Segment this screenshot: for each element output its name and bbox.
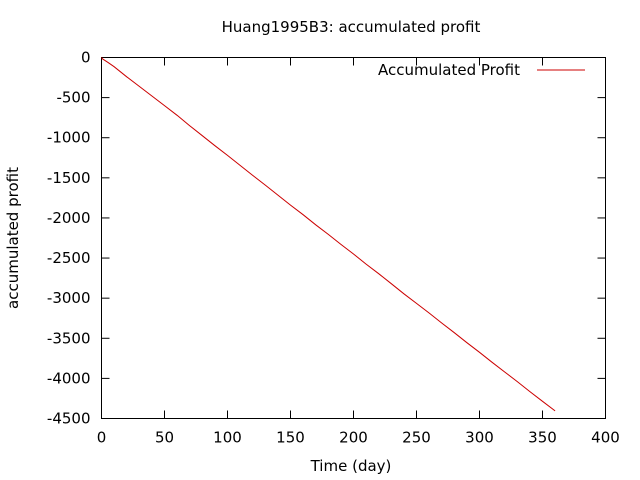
x-axis-label: Time (day) (310, 457, 392, 475)
x-tick-label: 200 (339, 429, 368, 447)
y-tick-label: 0 (81, 49, 91, 67)
y-tick-label: -1500 (47, 169, 91, 187)
y-tick-label: -3000 (47, 289, 91, 307)
x-tick-label: 400 (591, 429, 620, 447)
y-tick-label: -1000 (47, 129, 91, 147)
x-tick-label: 350 (528, 429, 557, 447)
x-tick-label: 50 (155, 429, 174, 447)
y-tick-label: -500 (56, 89, 90, 107)
axis-ticks: 0 50 100 150 200 250 300 350 400 0 -500 -1000 -1500 -… (47, 49, 620, 447)
legend: Accumulated Profit (378, 61, 585, 79)
series-line-accumulated-profit (101, 57, 556, 412)
series-layer (101, 57, 556, 412)
chart-title: Huang1995B3: accumulated profit (222, 18, 481, 36)
x-tick-label: 0 (97, 429, 107, 447)
y-tick-label: -3500 (47, 329, 91, 347)
y-tick-label: -2000 (47, 209, 91, 227)
y-tick-label: -2500 (47, 249, 91, 267)
plot-frame (101, 57, 606, 419)
x-tick-label: 300 (465, 429, 494, 447)
x-tick-label: 150 (276, 429, 305, 447)
y-tick-label: -4500 (47, 410, 91, 428)
legend-label: Accumulated Profit (378, 61, 520, 79)
x-tick-label: 250 (402, 429, 431, 447)
y-tick-label: -4000 (47, 369, 91, 387)
y-axis-label: accumulated profit (4, 167, 22, 309)
x-tick-label: 100 (213, 429, 242, 447)
